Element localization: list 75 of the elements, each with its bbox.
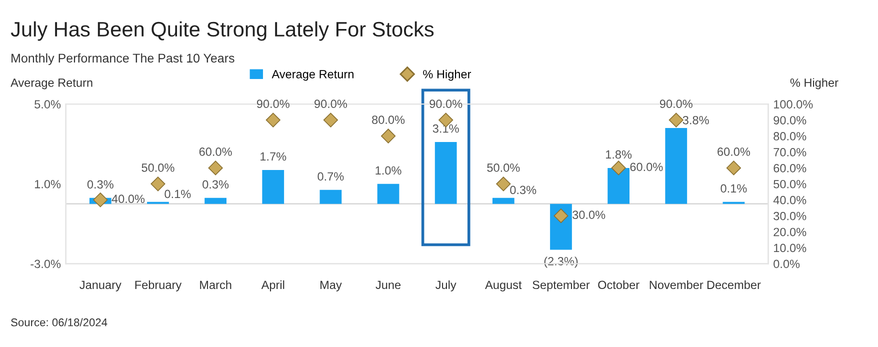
point: [668, 112, 684, 128]
data-label: 60.0%: [630, 162, 663, 172]
data-label: 30.0%: [572, 210, 606, 220]
y-tick-label: -3.0%: [30, 260, 61, 268]
bar: [492, 198, 514, 204]
x-tick-label: May: [320, 280, 342, 292]
data-label: 50.0%: [142, 163, 174, 172]
data-label: 40.0%: [112, 194, 145, 204]
y2-tick-label: 70.0%: [774, 148, 806, 156]
data-label: 80.0%: [372, 116, 405, 124]
y2-tick-label: 20.0%: [774, 228, 806, 236]
bar: [320, 190, 342, 204]
point: [380, 128, 396, 144]
y2-tick-label: 10.0%: [774, 244, 806, 252]
data-label: 0.3%: [510, 186, 536, 194]
y2-tick-label: 80.0%: [774, 132, 806, 140]
y2-tick-label: 30.0%: [774, 212, 806, 220]
x-tick-label: December: [707, 280, 761, 290]
y-axis-title: Average Return: [10, 78, 92, 90]
x-tick-label: September: [532, 280, 590, 292]
x-tick-label: August: [485, 280, 522, 292]
point: [554, 208, 568, 224]
point: [323, 112, 338, 128]
data-label: 90.0%: [430, 100, 462, 108]
x-tick-label: June: [376, 280, 401, 290]
y-tick-label: 5.0%: [34, 100, 61, 108]
data-label: 0.1%: [720, 184, 747, 193]
point: [150, 176, 166, 192]
data-label: 1.8%: [606, 150, 632, 159]
data-label: 3.8%: [682, 116, 709, 124]
x-tick-label: April: [261, 280, 284, 292]
source-note: Source: 06/18/2024: [11, 318, 108, 326]
data-label: 0.3%: [202, 180, 229, 189]
legend-label: % Higher: [423, 70, 472, 81]
x-tick-label: January: [80, 280, 122, 292]
y2-tick-label: 60.0%: [774, 164, 806, 172]
data-label: 60.0%: [718, 148, 750, 156]
point: [208, 160, 223, 176]
y2-tick-label: 90.0%: [774, 116, 806, 124]
x-tick-label: February: [135, 280, 182, 292]
point: [726, 160, 741, 176]
y2-tick-label: 0.0%: [774, 260, 800, 268]
bar: [608, 168, 630, 204]
chart-subtitle: Monthly Performance The Past 10 Years: [12, 53, 234, 66]
x-tick-label: July: [436, 280, 456, 292]
bar: [377, 184, 400, 204]
bar: [434, 142, 457, 204]
data-label: 0.1%: [164, 190, 191, 198]
y2-tick-label: 50.0%: [774, 180, 806, 188]
chart-title: July Has Been Quite Strong Lately For Stocks: [10, 21, 434, 41]
data-label: (2.3%): [544, 256, 578, 268]
y2-tick-label: 100.0%: [774, 100, 813, 108]
data-label: 0.7%: [318, 172, 344, 181]
data-label: 50.0%: [487, 163, 520, 172]
data-label: 90.0%: [314, 100, 348, 108]
legend-label: Average Return: [272, 70, 354, 81]
y2-tick-label: 40.0%: [773, 196, 806, 204]
data-label: 1.7%: [260, 152, 286, 161]
data-label: 90.0%: [660, 100, 692, 108]
data-label: 1.0%: [376, 166, 402, 175]
point: [266, 112, 280, 128]
data-label: 0.3%: [87, 180, 114, 189]
point: [93, 192, 108, 208]
x-tick-label: March: [200, 280, 232, 290]
point: [611, 160, 626, 176]
bar: [204, 198, 226, 204]
bar: [665, 128, 688, 204]
y-tick-label: 1.0%: [34, 180, 61, 188]
x-tick-label: November: [650, 280, 704, 290]
data-label: 60.0%: [199, 148, 232, 156]
bar: [262, 170, 284, 204]
data-label: 90.0%: [256, 100, 290, 108]
point: [496, 176, 511, 192]
y2-axis-title: % Higher: [790, 78, 838, 90]
x-tick-label: October: [598, 280, 640, 290]
